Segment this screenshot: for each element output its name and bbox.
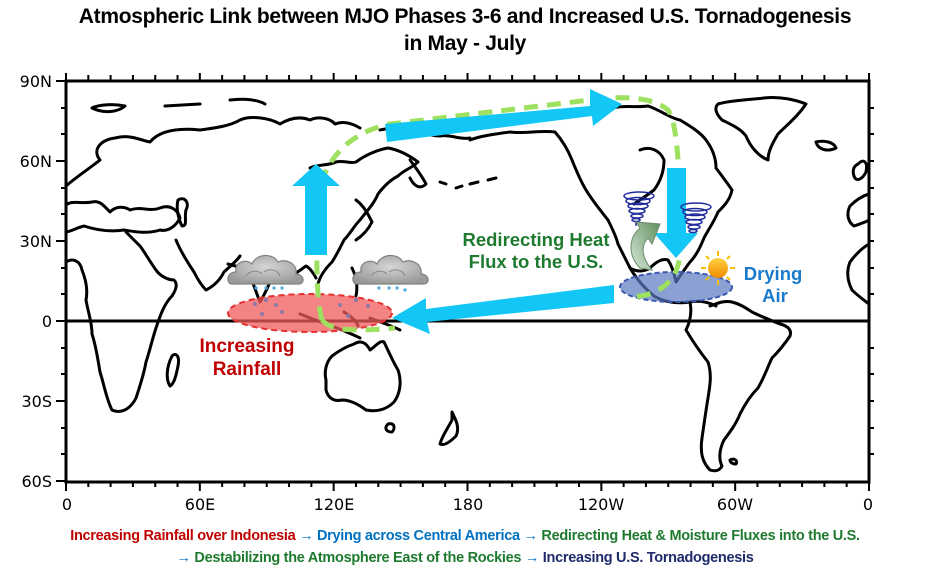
circulation-dashed-path-tail	[320, 318, 396, 333]
drying-label-line2: Air	[762, 285, 788, 306]
kamchatka-coast	[408, 158, 428, 189]
canada-arctic-coast	[606, 104, 718, 170]
south-america-coast	[684, 300, 792, 473]
caption-arrow: →	[176, 550, 191, 566]
axis-ticks	[56, 80, 874, 482]
rain-cloud-icon	[227, 254, 304, 290]
tornado-icon	[680, 202, 712, 234]
rain-cloud-icon	[352, 254, 429, 292]
mediterranean-coast	[64, 200, 182, 234]
svalbard-coast	[90, 103, 127, 114]
y-tick-0: 0	[42, 312, 52, 331]
caption-arrow: →	[299, 528, 314, 544]
x-axis-ticks	[65, 73, 870, 491]
x-tick-60e: 60E	[185, 495, 215, 514]
madagascar-coast	[165, 353, 180, 388]
heat-flux-label-line1: Redirecting Heat	[462, 229, 609, 250]
africa-coast	[64, 230, 178, 413]
rainfall-label-line2: Rainfall	[213, 359, 282, 380]
arctic-islands	[163, 97, 267, 108]
caption-step-tornadogenesis: Increasing U.S. Tornadogenesis	[542, 550, 754, 566]
x-tick-0-end: 0	[863, 495, 873, 514]
iberia-coast	[846, 192, 871, 228]
british-isles	[851, 159, 868, 181]
x-tick-60w: 60W	[717, 495, 753, 514]
new-zealand-coast	[438, 410, 460, 446]
alaska-coast	[468, 129, 620, 246]
caption-step-drying: Drying across Central America	[317, 528, 520, 544]
aleutians	[438, 176, 498, 190]
japan-coast	[354, 198, 374, 242]
east-asia-coast	[308, 146, 420, 286]
x-tick-120w: 120W	[578, 495, 625, 514]
caption-step-destabilizing: Destabilizing the Atmosphere East of the…	[194, 550, 522, 566]
raindrops	[253, 298, 370, 318]
arabia-coast	[174, 238, 242, 292]
caption-step-rainfall: Increasing Rainfall over Indonesia	[70, 528, 296, 544]
australia-coast	[323, 340, 402, 413]
caption-line1: Increasing Rainfall over Indonesia → Dry…	[0, 528, 930, 544]
downward-arrow	[654, 168, 698, 258]
caption-line2: → Destabilizing the Atmosphere East of t…	[0, 550, 930, 566]
y-tick-60n: 60N	[20, 152, 52, 171]
iceland-coast	[814, 139, 838, 152]
sun-icon	[701, 251, 735, 285]
us-east-coast	[674, 166, 734, 284]
curved-arrow-icon	[630, 221, 661, 271]
y-tick-60s: 60S	[21, 472, 52, 491]
y-tick-30s: 30S	[21, 392, 52, 411]
drying-label-line1: Drying	[744, 263, 803, 284]
figure-title-line2: in May - July	[403, 32, 527, 55]
westward-arrow	[392, 285, 614, 334]
rainfall-region-ellipse	[227, 293, 393, 333]
x-tick-120e: 120E	[314, 495, 355, 514]
caption-step-redirecting: Redirecting Heat & Moisture Fluxes into …	[541, 528, 860, 544]
flow-arrows	[292, 89, 698, 334]
west-africa-coast	[846, 242, 871, 306]
tasmania-coast	[384, 422, 396, 434]
figure-title-line1: Atmospheric Link between MJO Phases 3-6 …	[78, 5, 852, 28]
x-tick-180: 180	[453, 495, 484, 514]
falklands	[728, 457, 738, 466]
europe-coast	[64, 115, 362, 188]
heat-flux-label-line2: Flux to the U.S.	[469, 251, 604, 272]
y-tick-90n: 90N	[20, 72, 52, 91]
caption-arrow: →	[523, 528, 538, 544]
x-tick-0: 0	[62, 495, 72, 514]
eastward-arrow	[385, 89, 622, 142]
y-tick-30n: 30N	[20, 232, 52, 251]
caspian-coast	[175, 197, 189, 228]
caption-arrow: →	[524, 550, 540, 566]
rainfall-label-line1: Increasing	[199, 336, 294, 357]
greenland-coast	[714, 96, 808, 162]
upward-arrow	[292, 164, 340, 255]
